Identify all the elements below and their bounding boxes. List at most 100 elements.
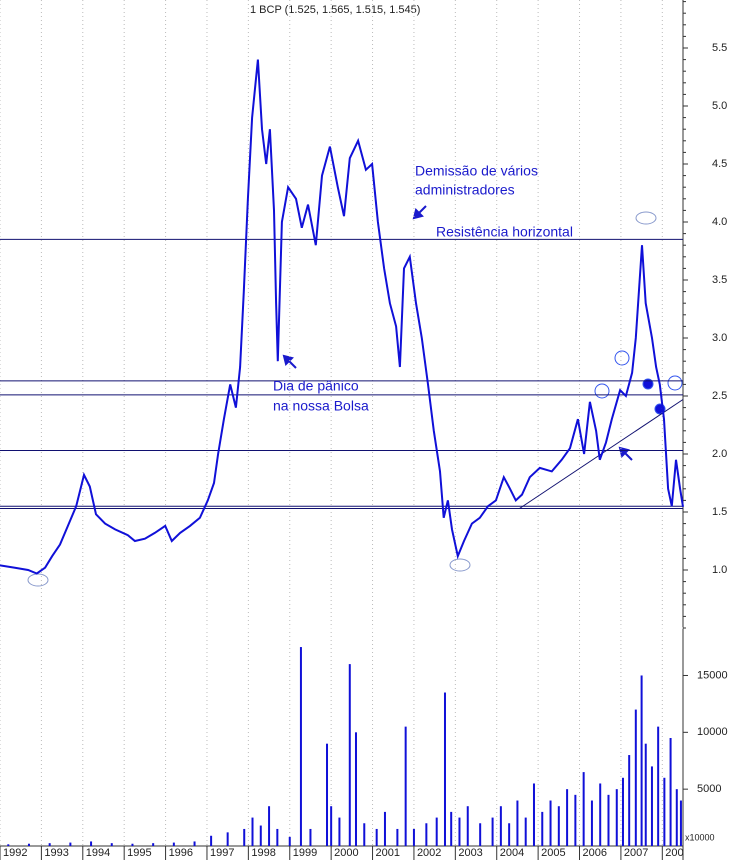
volume-bar [541,811,544,846]
x-tick-label: 1998 [251,847,275,859]
volume-bar [590,800,593,846]
volume-bar [27,843,30,846]
volume-bar [259,825,262,846]
y-tick-label: 3.0 [712,332,727,344]
x-tick-label: 1992 [3,847,27,859]
y-tick-label: 5.5 [712,42,727,54]
x-tick-label: 1996 [169,847,193,859]
volume-bar [299,647,302,846]
volume-bar [663,777,666,846]
y-tick-label: 15000 [697,669,728,681]
volume-bar [412,828,415,846]
x-tick-label: 2006 [583,847,607,859]
volume-bar [7,844,10,846]
volume-bar [657,726,660,846]
price-line [0,59,684,575]
y-tick-label: 5000 [697,783,721,795]
volume-bar [599,783,602,846]
volume-bar [268,806,271,846]
volume-bar [404,726,407,846]
volume-bar [640,675,643,846]
volume-bar [110,843,113,846]
volume-bar [557,806,560,846]
x-tick-label: 2002 [417,847,441,859]
volume-bar [48,843,51,846]
x-tick-label: 1993 [44,847,68,859]
volume-bar [375,828,378,846]
x-tick-label: 200 [665,847,683,859]
volume-bar [396,828,399,846]
y-tick-label: 3.5 [712,274,727,286]
x-tick-label: 1994 [86,847,110,859]
volume-bar [354,732,357,846]
volume-bar [443,692,446,846]
volume-bar [621,777,624,846]
volume-bar [450,811,453,846]
volume-bar [90,841,93,846]
x-tick-label: 2005 [541,847,565,859]
volume-bar [582,772,585,846]
annotation: Dia de pânico [273,378,359,394]
volume-bar [458,817,461,846]
volume-bar [532,783,535,846]
y-tick-label: 2.5 [712,390,727,402]
x-tick-label: 2003 [458,847,482,859]
chart-title: 1 BCP (1.525, 1.565, 1.515, 1.545) [250,4,420,16]
volume-bar [309,828,312,846]
volume-bar [669,738,672,846]
volume-bar [499,806,502,846]
volume-bar [276,828,279,846]
volume-bar [574,794,577,846]
y-tick-label: 4.5 [712,158,727,170]
volume-bar [193,841,196,846]
volume-bar [210,835,213,846]
volume-bar [338,817,341,846]
x-tick-label: 2004 [500,847,524,859]
volume-bar [226,832,229,846]
y-tick-label: 2.0 [712,448,727,460]
volume-bar [363,823,366,846]
volume-bar [466,806,469,846]
y-tick-label: 10000 [697,726,728,738]
volume-bar [615,789,618,846]
volume-bar [131,843,134,846]
annotation: na nossa Bolsa [273,398,369,414]
volume-bar [628,755,631,846]
volume-bar [549,800,552,846]
volume-bar [435,817,438,846]
volume-bar [650,766,653,846]
volume-bar [479,823,482,846]
x-tick-label: 2007 [624,847,648,859]
volume-bar [251,817,254,846]
y-tick-label: 4.0 [712,216,727,228]
annotation: Demissão de vários [415,163,538,179]
volume-bar [516,800,519,846]
annotation: administradores [415,182,515,198]
volume-bar [152,843,155,846]
volume-bar [607,794,610,846]
volume-bar [243,828,246,846]
volume-bar [634,709,637,846]
volume-bar [172,842,175,846]
volume-bar [425,823,428,846]
volume-bar [348,664,351,846]
volume-bar [679,800,682,846]
x-tick-label: 2001 [376,847,400,859]
volume-bar [491,817,494,846]
volume-bar [524,817,527,846]
volume-bar [288,836,291,846]
volume-bar [330,806,333,846]
volume-bar [644,743,647,846]
volume-bar [69,842,72,846]
x-tick-label: 1997 [210,847,234,859]
volume-bar [566,789,569,846]
y-tick-label: 1.5 [712,506,727,518]
y-tick-label: 1.0 [712,564,727,576]
volume-bar [508,823,511,846]
volume-bar [675,789,678,846]
x-tick-label: 1999 [293,847,317,859]
y-tick-label: 5.0 [712,100,727,112]
volume-bar [326,743,329,846]
